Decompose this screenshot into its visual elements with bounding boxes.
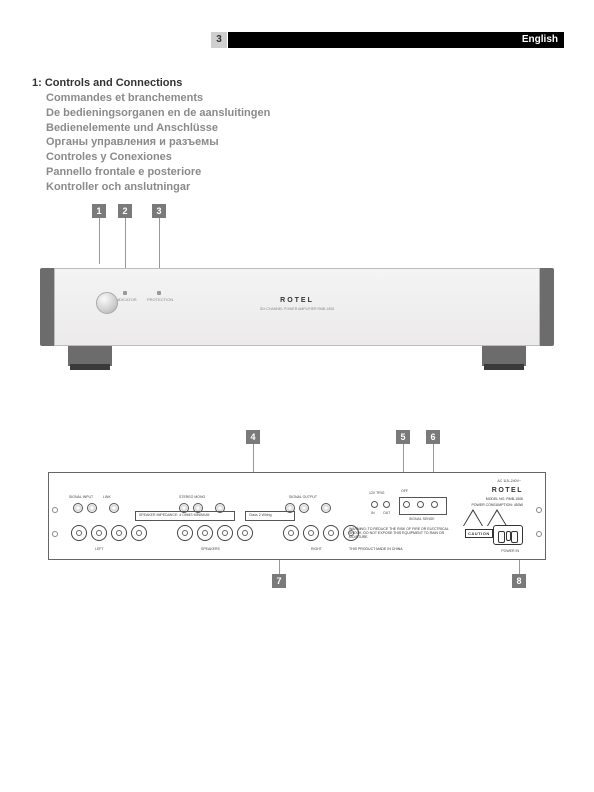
voltage-label: AC 115–240V~ — [497, 479, 521, 483]
brand-subtitle: SIX CHANNEL POWER AMPLIFIER RMB-1506 — [260, 307, 334, 311]
warning-tri-1 — [464, 511, 482, 526]
title-it: Pannello frontale e posteriore — [46, 165, 270, 180]
link-label-a: LINK — [103, 495, 111, 499]
callout-1: 1 — [92, 204, 106, 218]
out-label: OUT — [383, 511, 390, 515]
off-label: OFF — [401, 489, 408, 493]
header-bar: 3 English — [0, 32, 594, 48]
rear-panel-face: SIGNAL INPUT LINK STEREO MONO SIGNAL OUT… — [48, 472, 546, 560]
title-ru: Органы управления и разъемы — [46, 135, 270, 150]
bind-c2 — [303, 525, 319, 541]
switch-2 — [417, 501, 424, 508]
rca-a-l — [73, 503, 83, 513]
trig-out — [383, 501, 390, 508]
switch-1 — [403, 501, 410, 508]
brand-front: ROTEL — [280, 297, 314, 304]
language-label: English — [228, 32, 564, 48]
signal-sense-label: SIGNAL SENSE — [409, 517, 435, 521]
bind-a2 — [91, 525, 107, 541]
rca-c-link — [321, 503, 331, 513]
bind-b2 — [197, 525, 213, 541]
indicator-label: INDICATOR — [115, 297, 137, 302]
power-inlet — [493, 525, 523, 545]
callout-4: 4 — [246, 430, 260, 444]
bind-b4 — [237, 525, 253, 541]
callout-7: 7 — [272, 574, 286, 588]
title-sv: Kontroller och anslutningar — [46, 180, 270, 195]
power-knob — [96, 292, 118, 314]
in-label: IN — [371, 511, 375, 515]
class2-label: Class 2 Wiring — [249, 513, 272, 517]
section-number: 1: — [32, 77, 42, 89]
protection-led — [157, 291, 161, 295]
rear-panel-diagram: 4 5 6 7 8 SIGNAL INPUT LINK STEREO MONO … — [40, 460, 554, 580]
trig-label: 12V TRIG — [369, 491, 385, 495]
rack-left — [51, 489, 59, 569]
title-nl: De bedieningsorganen en de aansluitingen — [46, 106, 270, 121]
foot-left — [68, 346, 112, 366]
right-label-c: RIGHT — [311, 547, 322, 551]
model-label: MODEL NO. RMB-1506 — [453, 497, 523, 501]
signal-input-label-a: SIGNAL INPUT — [69, 495, 93, 499]
bind-a3 — [111, 525, 127, 541]
callout-6: 6 — [426, 430, 440, 444]
callout-8: 8 — [512, 574, 526, 588]
rca-a-r — [87, 503, 97, 513]
warning-text: WARNING: TO REDUCE THE RISK OF FIRE OR E… — [349, 527, 459, 540]
rack-right — [535, 489, 543, 569]
leader-4 — [253, 444, 254, 474]
foot-right — [482, 346, 526, 366]
callout-5: 5 — [396, 430, 410, 444]
page-number: 3 — [211, 32, 227, 48]
bind-b1 — [177, 525, 193, 541]
protection-label: PROTECTION — [147, 297, 173, 302]
leader-1 — [99, 218, 100, 264]
brand-rear: ROTEL — [492, 487, 523, 494]
bind-c1 — [283, 525, 299, 541]
front-panel-diagram: 1 2 3 INDICATOR PROTECTION ROTEL SIX CHA… — [40, 256, 554, 366]
left-label-a: LEFT — [95, 547, 104, 551]
bind-a4 — [131, 525, 147, 541]
speakers-label: SPEAKERS — [201, 547, 220, 551]
front-side-left — [40, 268, 54, 346]
signal-output-label: SIGNAL OUTPUT — [289, 495, 317, 499]
section-titles: 1: Controls and Connections Commandes et… — [32, 76, 270, 195]
trig-in — [371, 501, 378, 508]
caution-label: CAUTION — [465, 529, 493, 538]
title-en: Controls and Connections — [45, 77, 183, 89]
switch-3 — [431, 501, 438, 508]
front-side-right — [540, 268, 554, 346]
indicator-led — [123, 291, 127, 295]
serial-text: THIS PRODUCT MADE IN CHINA — [349, 547, 459, 551]
callout-3: 3 — [152, 204, 166, 218]
front-panel-face: INDICATOR PROTECTION ROTEL SIX CHANNEL P… — [54, 268, 540, 346]
bind-b3 — [217, 525, 233, 541]
bind-a1 — [71, 525, 87, 541]
bind-c3 — [323, 525, 339, 541]
title-es: Controles y Conexiones — [46, 150, 270, 165]
callout-2: 2 — [118, 204, 132, 218]
stereo-mono-label: STEREO MONO — [179, 495, 205, 499]
power-label: POWER CONSUMPTION: 450W — [453, 503, 523, 507]
rca-c-r — [299, 503, 309, 513]
title-de: Bedienelemente und Anschlüsse — [46, 121, 270, 136]
warning-tri-2 — [488, 511, 506, 526]
rca-a-link — [109, 503, 119, 513]
speaker-impedance-label: SPEAKER IMPEDANCE: 4 OHMS MINIMUM — [139, 513, 209, 517]
title-fr: Commandes et branchements — [46, 91, 270, 106]
power-in-label: POWER IN — [501, 549, 519, 553]
